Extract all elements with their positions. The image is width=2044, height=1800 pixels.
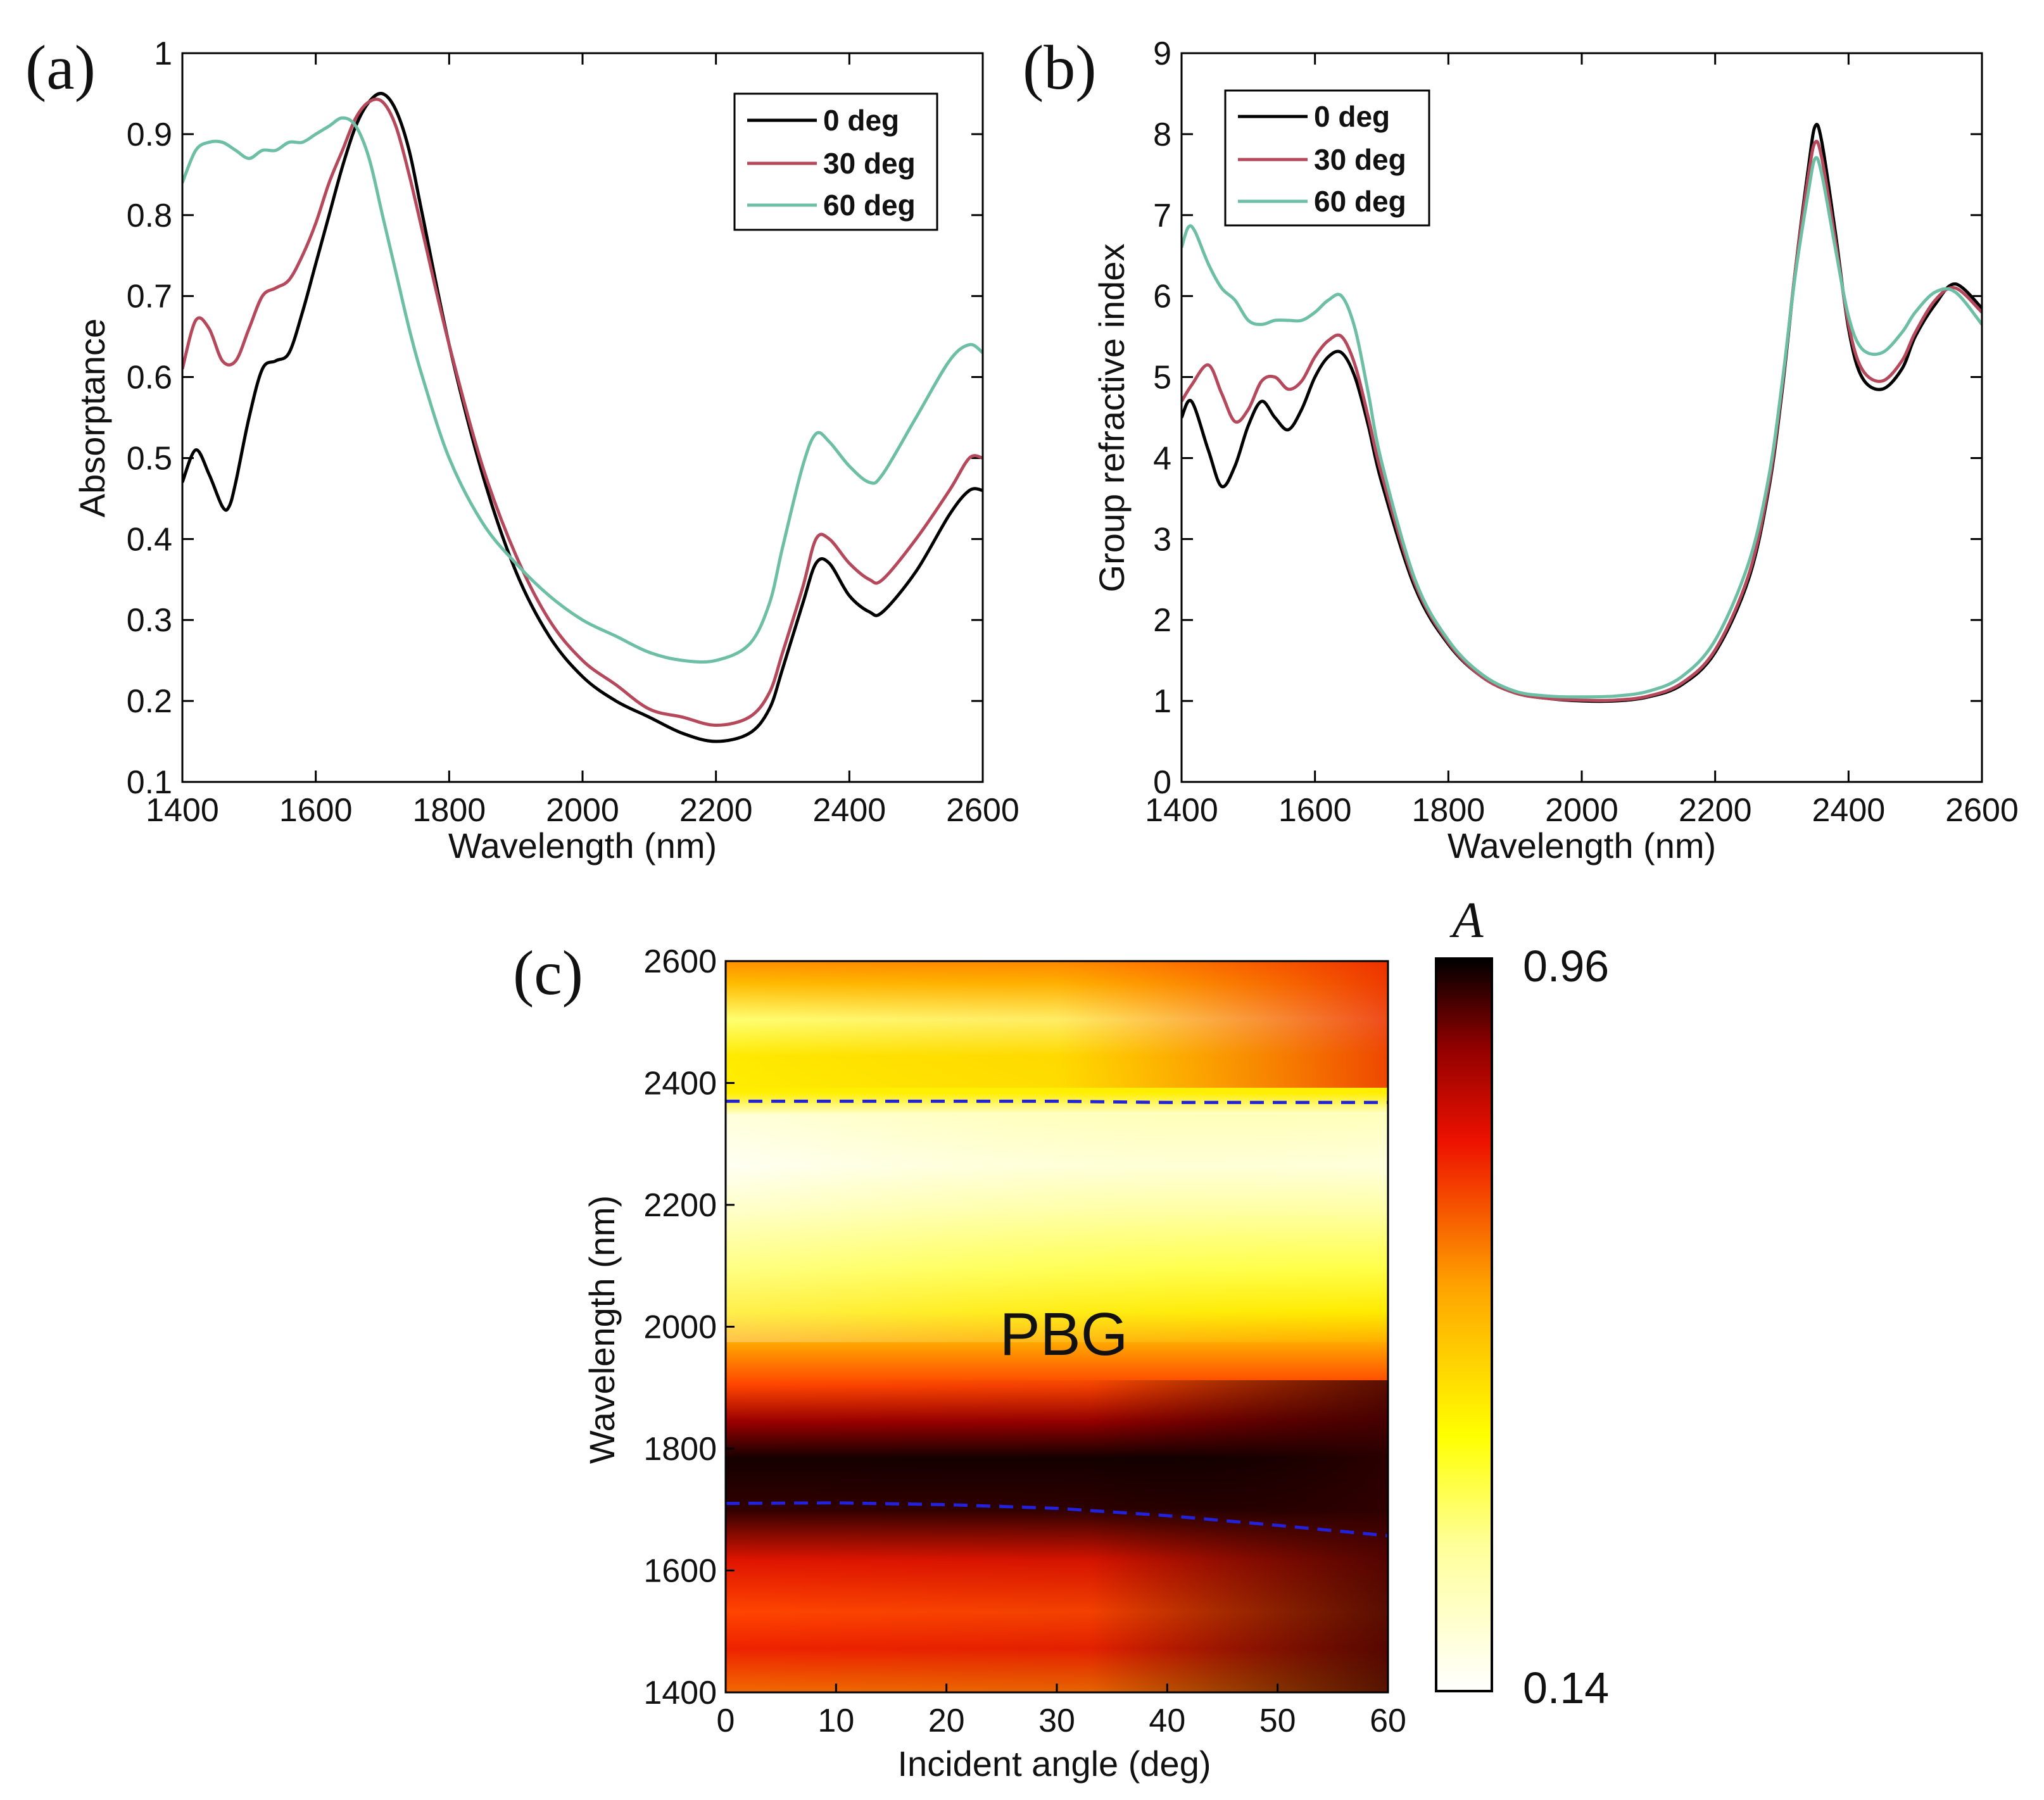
legend-b-label-0: 0 deg [1314,100,1390,133]
a-ytick-label-4: 0.5 [127,440,172,477]
c-ytick-label-3: 2000 [643,1309,717,1346]
c-ytick-label-5: 2400 [643,1066,717,1102]
panel-a-axes-box [181,52,984,783]
panel-b-legend: 0 deg 30 deg 60 deg [1224,89,1430,227]
b-xtick-label-2: 1800 [1411,792,1485,829]
c-ytick-label-4: 2200 [643,1187,717,1224]
c-xtick-label-6: 60 [1370,1702,1406,1739]
panel-a-xlabel: Wavelength (nm) [448,826,717,865]
c-xtick-label-4: 40 [1149,1702,1185,1739]
panel-b-xlabel: Wavelength (nm) [1448,826,1716,865]
band-edge-lines [725,1099,1389,1538]
c-xtick-label-0: 0 [717,1702,735,1739]
a-ytick-label-9: 1 [154,35,172,72]
b-ytick-label-0: 0 [1153,764,1171,801]
a-ytick-label-2: 0.3 [127,602,172,639]
panel-c-ticks: 0 10 20 30 40 50 60 1400 1600 1800 2000 2200 2400 260… [643,943,1406,1739]
legend-b-label-1: 30 deg [1314,143,1406,176]
b-ytick-label-4: 4 [1153,440,1171,477]
c-xtick-label-3: 30 [1038,1702,1075,1739]
a-ytick-label-8: 0.9 [127,116,172,153]
panel-a-series [182,92,983,743]
a-xtick-label-6: 2600 [946,792,1019,829]
b-ytick-label-9: 9 [1153,35,1171,72]
a-xtick-label-2: 1800 [412,792,486,829]
band-edge-upper [726,1099,1388,1104]
panel-c: (c) 0 10 20 30 40 50 60 1400 1600 1800 2000 2200 240… [513,893,1609,1784]
panel-label-a: (a) [25,32,96,103]
c-ytick-label-2: 1800 [643,1431,717,1468]
panel-a-legend: 0 deg 30 deg 60 deg [733,92,938,231]
a-ytick-label-0: 0.1 [127,764,172,801]
legend-a-label-0: 0 deg [823,104,899,137]
a-ytick-label-3: 0.4 [127,521,172,558]
legend-a-label-2: 60 deg [823,189,916,222]
a-ytick-label-6: 0.7 [127,279,172,315]
b-ytick-label-7: 7 [1153,198,1171,234]
b-ytick-label-5: 5 [1153,360,1171,396]
a-xtick-label-4: 2200 [679,792,753,829]
band-edge-lower [725,1501,1389,1538]
panel-c-xlabel: Incident angle (deg) [897,1744,1211,1784]
b-xtick-label-5: 2400 [1812,792,1885,829]
c-xtick-label-2: 20 [928,1702,965,1739]
a-series-line-2 [182,116,983,664]
b-ytick-label-6: 6 [1153,279,1171,315]
c-xtick-label-1: 10 [817,1702,854,1739]
legend-a-label-1: 30 deg [823,147,916,180]
colorbar-min-label: 0.14 [1523,1663,1609,1713]
a-ytick-label-5: 0.6 [127,360,172,396]
b-xtick-label-0: 1400 [1145,792,1218,829]
panel-b-series [1182,123,1982,703]
a-xtick-label-0: 1400 [146,792,219,829]
b-ytick-label-2: 2 [1153,602,1171,639]
c-ytick-label-1: 1600 [643,1553,717,1590]
b-xtick-label-1: 1600 [1278,792,1352,829]
b-ytick-label-1: 1 [1153,683,1171,720]
legend-b-label-2: 60 deg [1314,185,1406,218]
panel-b-axes-box [1180,52,1983,783]
a-xtick-label-3: 2000 [546,792,619,829]
b-xtick-label-3: 2000 [1545,792,1618,829]
panel-b-ylabel: Group refractive index [1092,244,1132,593]
panel-a-ticks: 1400 1600 1800 2000 2200 2400 2600 0.1 0.2 0.3 0.4… [127,35,1019,829]
pbg-annotation: PBG [1000,1300,1128,1368]
colorbar: A 0.96 0.14 [1435,893,1609,1713]
heatmap-field [726,961,1388,1692]
a-xtick-label-1: 1600 [279,792,353,829]
a-ytick-label-7: 0.8 [127,198,172,234]
panel-b: (b) 1400 1600 1800 2000 2200 2400 2600 0 1 2 3 4 5 6 7… [1023,32,2019,865]
a-series-line-1 [182,98,983,727]
colorbar-gradient [1435,957,1493,1692]
colorbar-max-label: 0.96 [1523,941,1609,991]
panel-c-ylabel: Wavelength (nm) [582,1195,622,1464]
b-ytick-label-3: 3 [1153,521,1171,558]
panel-label-b: (b) [1023,32,1097,103]
b-ytick-label-8: 8 [1153,116,1171,153]
b-xtick-label-4: 2200 [1679,792,1752,829]
b-xtick-label-6: 2600 [1945,792,2019,829]
a-ytick-label-1: 0.2 [127,683,172,720]
panel-label-c: (c) [513,938,583,1008]
panel-a: (a) 1400 1600 1800 2000 2200 2400 2600 0.1 0.2 0.… [25,32,1019,865]
c-ytick-label-0: 1400 [643,1675,717,1711]
b-series-line-2 [1182,156,1982,699]
a-xtick-label-5: 2400 [812,792,886,829]
colorbar-title: A [1449,893,1484,948]
panel-a-ylabel: Absorptance [72,318,112,517]
c-ytick-label-6: 2600 [643,943,717,980]
c-xtick-label-5: 50 [1259,1702,1296,1739]
